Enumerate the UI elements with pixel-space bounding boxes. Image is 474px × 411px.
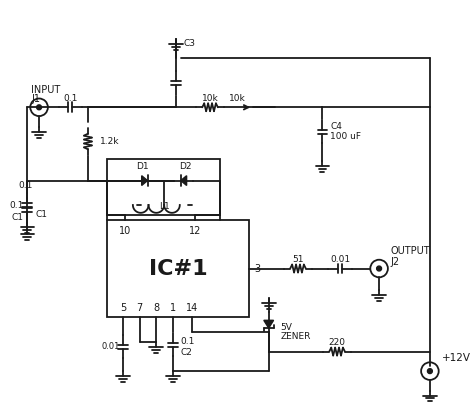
- Text: D2: D2: [179, 162, 192, 171]
- Text: 220: 220: [328, 338, 346, 347]
- Bar: [108, 219, 249, 317]
- Text: 8: 8: [153, 302, 159, 313]
- Text: 0.1: 0.1: [10, 201, 24, 210]
- Polygon shape: [264, 320, 273, 328]
- Text: IC#1: IC#1: [148, 259, 207, 279]
- Text: 0.1: 0.1: [63, 94, 78, 103]
- Circle shape: [428, 369, 432, 374]
- Text: 1.2k: 1.2k: [100, 137, 119, 146]
- Text: C1: C1: [35, 210, 47, 219]
- Text: C2: C2: [181, 348, 192, 357]
- Text: 1: 1: [170, 302, 176, 313]
- Text: 0.1: 0.1: [18, 181, 33, 190]
- Bar: [108, 159, 220, 215]
- Circle shape: [377, 266, 382, 271]
- Text: 0.1: 0.1: [181, 337, 195, 346]
- Text: INPUT: INPUT: [31, 85, 61, 95]
- Text: 7: 7: [137, 302, 143, 313]
- Text: C1: C1: [11, 213, 24, 222]
- Text: ZENER: ZENER: [281, 332, 311, 342]
- Text: 12: 12: [189, 226, 201, 236]
- Text: C3: C3: [184, 39, 196, 48]
- Text: C4: C4: [330, 122, 342, 132]
- Text: 0.01: 0.01: [330, 255, 350, 264]
- Text: L1: L1: [159, 203, 170, 212]
- Text: 0.01: 0.01: [101, 342, 120, 351]
- Text: 10k: 10k: [229, 94, 246, 103]
- Text: 10k: 10k: [202, 94, 219, 103]
- Text: 100 uF: 100 uF: [330, 132, 361, 141]
- Text: +12V: +12V: [442, 353, 471, 363]
- Text: OUTPUT: OUTPUT: [391, 246, 430, 256]
- Text: 5: 5: [120, 302, 126, 313]
- Polygon shape: [142, 175, 147, 185]
- Text: 51: 51: [292, 255, 304, 264]
- Text: D1: D1: [137, 162, 149, 171]
- Text: J1: J1: [31, 95, 40, 104]
- Text: 5V: 5V: [281, 323, 292, 332]
- Text: J2: J2: [391, 257, 400, 267]
- Polygon shape: [181, 175, 187, 185]
- Circle shape: [36, 105, 42, 110]
- Text: 14: 14: [186, 302, 199, 313]
- Text: 10: 10: [119, 226, 131, 236]
- Text: 3: 3: [254, 263, 260, 273]
